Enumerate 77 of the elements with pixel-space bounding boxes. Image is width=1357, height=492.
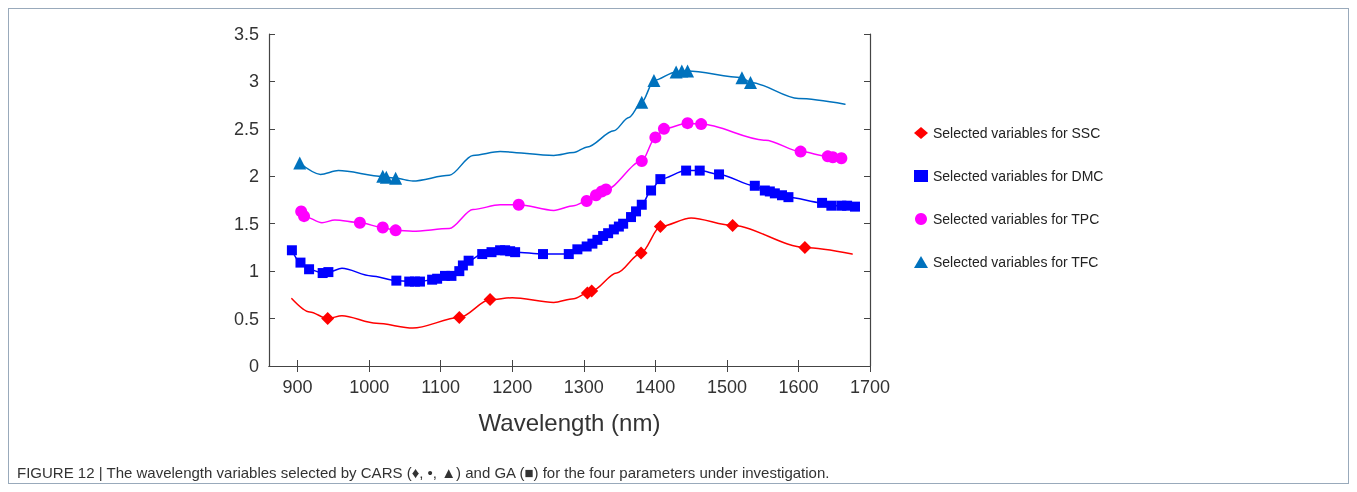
point bbox=[794, 145, 807, 158]
point bbox=[463, 255, 474, 266]
point bbox=[477, 249, 488, 260]
point bbox=[572, 244, 583, 255]
y-tick-label: 0.5 bbox=[233, 308, 259, 329]
line-series bbox=[291, 217, 853, 329]
x-axis-title: Wavelength (nm) bbox=[478, 408, 661, 436]
point bbox=[293, 156, 307, 170]
point bbox=[538, 249, 549, 260]
point bbox=[446, 270, 457, 281]
x-tick-label: 1300 bbox=[563, 377, 604, 397]
point bbox=[321, 312, 335, 326]
point bbox=[580, 194, 593, 207]
point bbox=[653, 220, 667, 234]
point bbox=[483, 293, 497, 307]
legend-label: Selected variables for SSC bbox=[933, 125, 1101, 141]
legend-label: Selected variables for DMC bbox=[933, 168, 1104, 184]
point bbox=[826, 200, 837, 211]
point bbox=[286, 245, 297, 256]
x-tick-label: 1400 bbox=[635, 377, 676, 397]
point bbox=[304, 264, 315, 275]
point bbox=[353, 216, 366, 229]
point bbox=[735, 71, 749, 85]
x-tick-label: 900 bbox=[282, 377, 313, 397]
caption: FIGURE 12 | The wavelength variables selected by CARS (♦, •, ▲) and GA (■) for the four parameters under investigation. bbox=[17, 464, 830, 481]
x-tick-label: 1100 bbox=[421, 377, 461, 397]
point bbox=[618, 218, 629, 229]
point bbox=[636, 199, 647, 210]
point bbox=[783, 192, 794, 203]
x-tick-label: 1500 bbox=[706, 377, 747, 397]
point bbox=[714, 169, 725, 180]
point bbox=[646, 185, 657, 196]
point bbox=[744, 75, 758, 89]
point bbox=[726, 219, 740, 233]
legend-label: Selected variables for TFC bbox=[933, 254, 1099, 270]
point bbox=[835, 152, 848, 165]
point bbox=[414, 276, 425, 287]
y-tick-label: 2 bbox=[248, 166, 259, 187]
point bbox=[657, 122, 670, 135]
x-tick-label: 1600 bbox=[778, 377, 819, 397]
point bbox=[681, 165, 692, 176]
point bbox=[849, 201, 860, 212]
point bbox=[376, 221, 389, 234]
point bbox=[391, 275, 402, 286]
point bbox=[749, 180, 760, 191]
x-tick-label: 1200 bbox=[492, 377, 533, 397]
point bbox=[635, 155, 648, 168]
point bbox=[817, 197, 828, 208]
point bbox=[600, 183, 612, 196]
point bbox=[452, 311, 466, 325]
point bbox=[389, 224, 402, 237]
point bbox=[510, 247, 521, 258]
y-tick-label: 3 bbox=[248, 71, 259, 92]
y-tick-label: 1.5 bbox=[233, 213, 259, 234]
point bbox=[647, 73, 661, 87]
point bbox=[649, 131, 662, 144]
point bbox=[681, 64, 695, 78]
point bbox=[298, 210, 311, 223]
point bbox=[681, 117, 694, 130]
point bbox=[655, 174, 666, 185]
legend-label: Selected variables for TPC bbox=[933, 211, 1100, 227]
point bbox=[634, 246, 648, 260]
point bbox=[389, 171, 403, 185]
x-tick-label: 1000 bbox=[349, 377, 390, 397]
point bbox=[512, 198, 525, 211]
point bbox=[635, 95, 649, 109]
point bbox=[695, 118, 708, 131]
point bbox=[323, 267, 334, 278]
point bbox=[295, 257, 306, 268]
y-tick-label: 0 bbox=[248, 356, 259, 376]
x-tick-label: 1700 bbox=[849, 377, 891, 397]
point bbox=[694, 165, 705, 176]
y-tick-label: 1 bbox=[248, 261, 259, 282]
point bbox=[798, 240, 812, 254]
y-tick-label: 2.5 bbox=[233, 118, 259, 139]
y-tick-label: 3.5 bbox=[233, 24, 259, 44]
point bbox=[563, 249, 574, 260]
